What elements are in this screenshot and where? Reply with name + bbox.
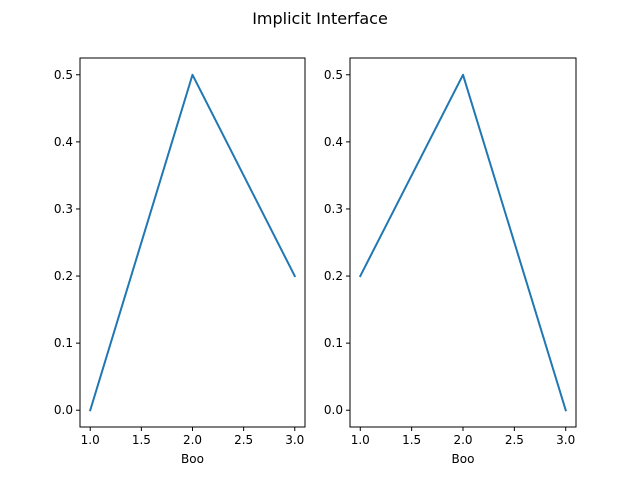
y-tick-label: 0.4	[54, 135, 73, 149]
figure-title: Implicit Interface	[252, 9, 388, 28]
x-tick-label: 2.5	[505, 433, 524, 447]
x-tick-label: 1.0	[351, 433, 370, 447]
x-tick-label: 1.5	[132, 433, 151, 447]
series-line-1	[358, 73, 567, 412]
axes-frame	[79, 57, 306, 428]
y-tick-label: 0.1	[54, 336, 73, 350]
y-tick-label: 0.0	[324, 403, 343, 417]
y-tick-label: 0.1	[324, 336, 343, 350]
y-tick-label: 0.5	[324, 68, 343, 82]
x-tick-label: 1.5	[402, 433, 421, 447]
x-axis-label: Boo	[452, 452, 475, 466]
y-tick-label: 0.3	[54, 202, 73, 216]
series-line-1	[88, 73, 297, 412]
axes-frame	[349, 57, 577, 428]
subplot-1: 1.0 1.5 2.0 2.5 3.0 0.0 0.1 0.2 0.3 0.4 0.5 Boo	[54, 57, 306, 466]
x-tick-label: 1.0	[81, 433, 100, 447]
y-tick-label: 0.0	[54, 403, 73, 417]
x-axis-label: Boo	[181, 452, 204, 466]
subplot-2: 1.0 1.5 2.0 2.5 3.0 0.0 0.1 0.2 0.3 0.4 0.5 Boo	[324, 57, 577, 466]
y-tick-label: 0.5	[54, 68, 73, 82]
y-tick-label: 0.4	[324, 135, 343, 149]
x-tick-label: 2.5	[234, 433, 253, 447]
y-tick-label: 0.3	[324, 202, 343, 216]
x-tick-label: 2.0	[183, 433, 202, 447]
x-tick-label: 2.0	[453, 433, 472, 447]
x-tick-label: 3.0	[285, 433, 304, 447]
x-tick-label: 3.0	[556, 433, 575, 447]
y-tick-label: 0.2	[54, 269, 73, 283]
y-tick-label: 0.2	[324, 269, 343, 283]
